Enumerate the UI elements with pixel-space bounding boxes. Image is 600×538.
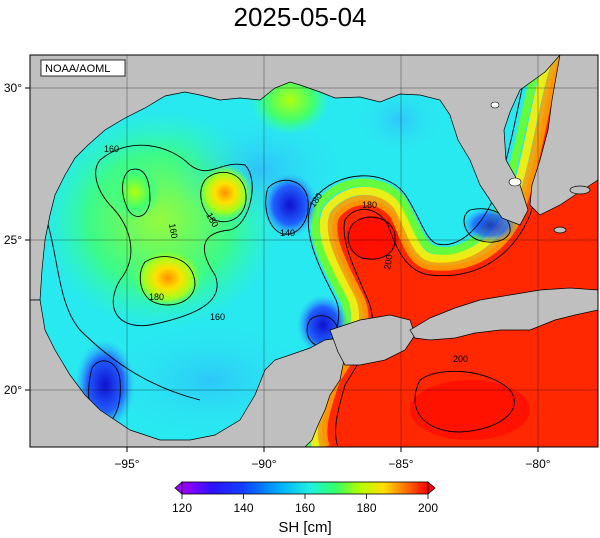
colorbar-scale (181, 481, 429, 495)
colorbar: 120 140 160 180 200 SH [cm] (172, 481, 438, 536)
lon-tick-label: −80° (525, 457, 550, 471)
colorbar-tick: 140 (233, 501, 253, 515)
contour-label: 160 (104, 144, 119, 154)
warm-core-south (410, 380, 530, 440)
graticule (30, 55, 598, 447)
cuba (409, 287, 598, 341)
warm-eddy-north (197, 165, 253, 221)
colorbar-high-arrow (427, 481, 436, 495)
source-label: NOAA/AOML (45, 63, 110, 75)
colorbar-tick: 200 (418, 501, 438, 515)
lat-tick-label: 20° (4, 383, 22, 397)
contour-label: 200 (453, 354, 468, 364)
florida-peninsula (529, 55, 598, 216)
small-islands (490, 101, 522, 187)
shelf-blue (355, 85, 445, 155)
contour-label: 180 (362, 200, 377, 210)
map-title: 2025-05-04 (233, 2, 367, 32)
yucatan (329, 314, 416, 366)
lat-tick-label: 30° (4, 81, 22, 95)
map-canvas: 160 160 180 180 140 160 180 180 200 180 … (30, 55, 598, 447)
contour-label: 140 (280, 228, 295, 238)
axis-ticks (25, 87, 539, 452)
lon-tick-label: −85° (388, 457, 413, 471)
colorbar-low-arrow (174, 481, 183, 495)
lon-tick-label: −90° (251, 457, 276, 471)
land-masses (30, 55, 598, 447)
contour-label: 180 (149, 292, 164, 302)
contour-label: 160 (210, 312, 225, 322)
us-mainland (30, 55, 561, 301)
colorbar-tick: 120 (172, 501, 192, 515)
green-eddy (110, 164, 160, 220)
map-frame (29, 54, 599, 448)
contour-label: 160 (167, 223, 179, 240)
lat-tick-label: 25° (4, 233, 22, 247)
mexico-mainland (30, 299, 346, 447)
colorbar-title: SH [cm] (278, 519, 331, 536)
warm-eddy-core (346, 216, 398, 260)
lon-tick-label: −95° (114, 457, 139, 471)
colorbar-tick: 180 (356, 501, 376, 515)
source-box (40, 59, 126, 77)
contour-label: 200 (382, 254, 394, 271)
colorbar-tick: 160 (295, 501, 315, 515)
